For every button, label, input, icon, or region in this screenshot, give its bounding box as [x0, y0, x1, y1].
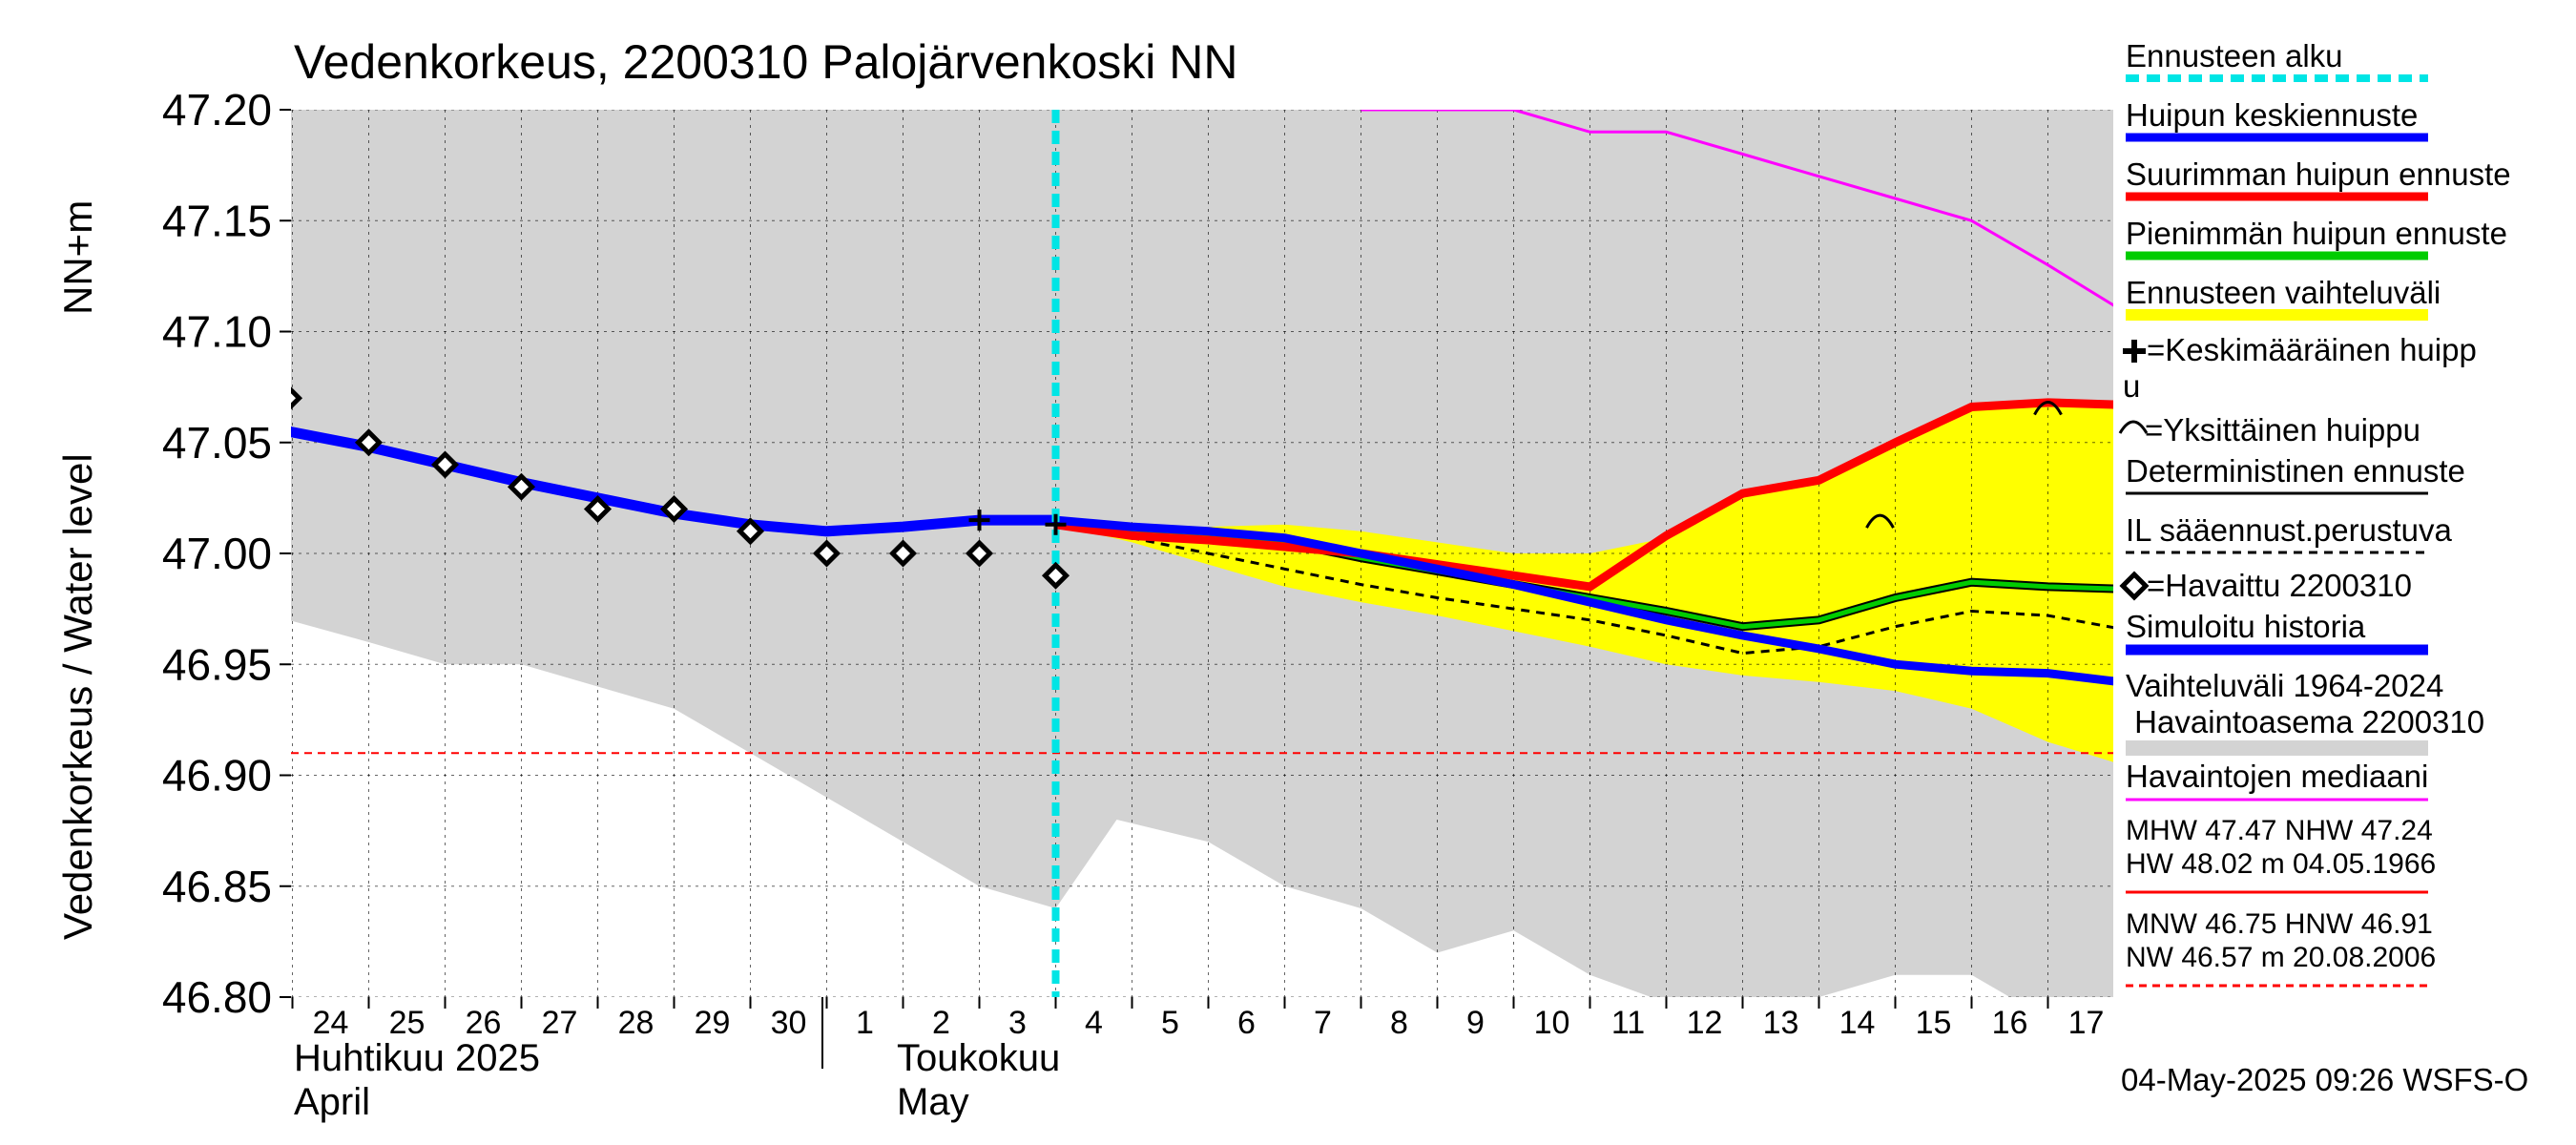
observed-point — [507, 472, 536, 501]
legend-observed-label: =Havaittu 2200310 — [2147, 568, 2412, 603]
legend-mean-peak-marker-label: =Keskimääräinen huipp — [2147, 332, 2477, 367]
x-tick-label: 9 — [1466, 1005, 1485, 1041]
observed-point — [812, 539, 841, 568]
y-tick-label: 47.20 — [162, 85, 272, 135]
legend-forecast-range-label: Ennusteen vaihteluväli — [2126, 275, 2441, 310]
observed-point — [583, 494, 613, 524]
x-tick-label: 25 — [389, 1005, 426, 1041]
mean-peak-markers — [968, 510, 1067, 535]
y-tick-label: 46.90 — [162, 751, 272, 801]
y-tick-label: 47.10 — [162, 307, 272, 357]
x-tick-label: 13 — [1763, 1005, 1799, 1041]
observed-point — [736, 517, 765, 546]
x-tick-label: 12 — [1687, 1005, 1723, 1041]
diamond-icon — [2119, 571, 2150, 601]
weather-forecast-line — [1055, 523, 2113, 656]
x-tick-label: 27 — [542, 1005, 578, 1041]
x-tick-label: 11 — [1611, 1005, 1645, 1041]
x-tick-label: 8 — [1390, 1005, 1408, 1041]
legend-nw-label: NW 46.57 m 20.08.2006 — [2126, 942, 2436, 973]
x-tick-label: 28 — [618, 1005, 654, 1041]
plus-icon — [2123, 340, 2146, 363]
chart-title: Vedenkorkeus, 2200310 Palojärvenkoski NN — [294, 35, 1238, 89]
x-tick-label: 10 — [1534, 1005, 1570, 1041]
x-tick-label: 5 — [1161, 1005, 1179, 1041]
observed-point — [354, 428, 384, 457]
legend-history-range-label: Vaihteluväli 1964-2024 — [2126, 668, 2443, 703]
plot-area — [291, 110, 2113, 997]
x-tick-label: 14 — [1839, 1005, 1876, 1041]
single-peak-markers — [1865, 401, 2063, 529]
observed-point — [888, 539, 918, 568]
peak-arc-icon — [2118, 420, 2149, 434]
legend-mean-peak-label: Huipun keskiennuste — [2126, 97, 2418, 133]
x-tick-label: 29 — [695, 1005, 731, 1041]
legend-min-peak-label: Pienimmän huipun ennuste — [2126, 216, 2507, 251]
legend: Ennusteen alku Huipun keskiennuste Suuri… — [2118, 38, 2511, 988]
legend-weather-forecast-label: IL sääennust.perustuva — [2126, 512, 2452, 548]
observed-points — [291, 386, 1070, 590]
x-axis-ticks: 24 25 26 27 28 29 30 1 2 3 4 5 6 7 8 9 10 11 12 13 14 15 16 17 — [291, 997, 2105, 1041]
observed-point — [965, 539, 994, 568]
x-tick-label: 26 — [466, 1005, 502, 1041]
x-tick-label: 4 — [1085, 1005, 1103, 1041]
legend-max-peak-label: Suurimman huipun ennuste — [2126, 156, 2511, 192]
y-tick-label: 46.85 — [162, 862, 272, 911]
x-month-april-en: April — [294, 1081, 370, 1123]
x-tick-label: 17 — [2068, 1005, 2105, 1041]
y-axis-ticks: 46.80 46.85 46.90 46.95 47.00 47.05 47.10 47.15… — [162, 85, 291, 1022]
legend-mean-peak-marker-label-cont: u — [2123, 368, 2140, 404]
x-month-may-fi: Toukokuu — [897, 1037, 1060, 1079]
legend-hw-label: HW 48.02 m 04.05.1966 — [2126, 848, 2436, 880]
legend-history-range-swatch — [2126, 740, 2428, 756]
legend-mnw-label: MNW 46.75 HNW 46.91 — [2126, 908, 2433, 940]
x-tick-label: 2 — [932, 1005, 950, 1041]
legend-median-label: Havaintojen mediaani — [2126, 759, 2428, 794]
mean-peak-line — [1055, 515, 2113, 686]
x-tick-label: 16 — [1992, 1005, 2028, 1041]
x-tick-label: 1 — [856, 1005, 874, 1041]
x-tick-label: 6 — [1237, 1005, 1256, 1041]
mean-peak-marker — [968, 510, 990, 531]
mean-peak-marker — [1045, 513, 1067, 535]
x-tick-label: 30 — [771, 1005, 807, 1041]
x-month-april-fi: Huhtikuu 2025 — [294, 1037, 540, 1079]
legend-simulated-label: Simuloitu historia — [2126, 609, 2366, 644]
y-tick-label: 46.95 — [162, 639, 272, 689]
single-peak-marker — [2033, 401, 2063, 416]
y-tick-label: 47.15 — [162, 196, 272, 245]
y-tick-label: 47.05 — [162, 418, 272, 468]
y-axis-label: Vedenkorkeus / Water level — [55, 453, 100, 940]
y-tick-label: 47.00 — [162, 529, 272, 578]
y-axis-unit: NN+m — [55, 200, 100, 315]
legend-forecast-start-label: Ennusteen alku — [2126, 38, 2343, 73]
observed-point — [291, 386, 303, 410]
observed-point — [1041, 561, 1070, 590]
x-month-may-en: May — [897, 1081, 969, 1123]
x-tick-label: 24 — [313, 1005, 349, 1041]
y-tick-label: 46.80 — [162, 972, 272, 1022]
x-tick-label: 3 — [1008, 1005, 1027, 1041]
legend-single-peak-label: =Yksittäinen huippu — [2145, 412, 2420, 448]
observed-point — [659, 494, 689, 524]
legend-deterministic-label: Deterministinen ennuste — [2126, 453, 2465, 489]
median-line — [1361, 110, 2113, 307]
observed-point — [430, 450, 460, 479]
max-peak-line — [1054, 398, 2113, 592]
x-tick-label: 15 — [1916, 1005, 1952, 1041]
x-tick-label: 7 — [1314, 1005, 1332, 1041]
legend-mhw-label: MHW 47.47 NHW 47.24 — [2126, 815, 2433, 846]
timestamp: 04-May-2025 09:26 WSFS-O — [2121, 1062, 2528, 1097]
single-peak-marker — [1865, 513, 1895, 529]
legend-history-station-label: Havaintoasema 2200310 — [2126, 704, 2484, 739]
